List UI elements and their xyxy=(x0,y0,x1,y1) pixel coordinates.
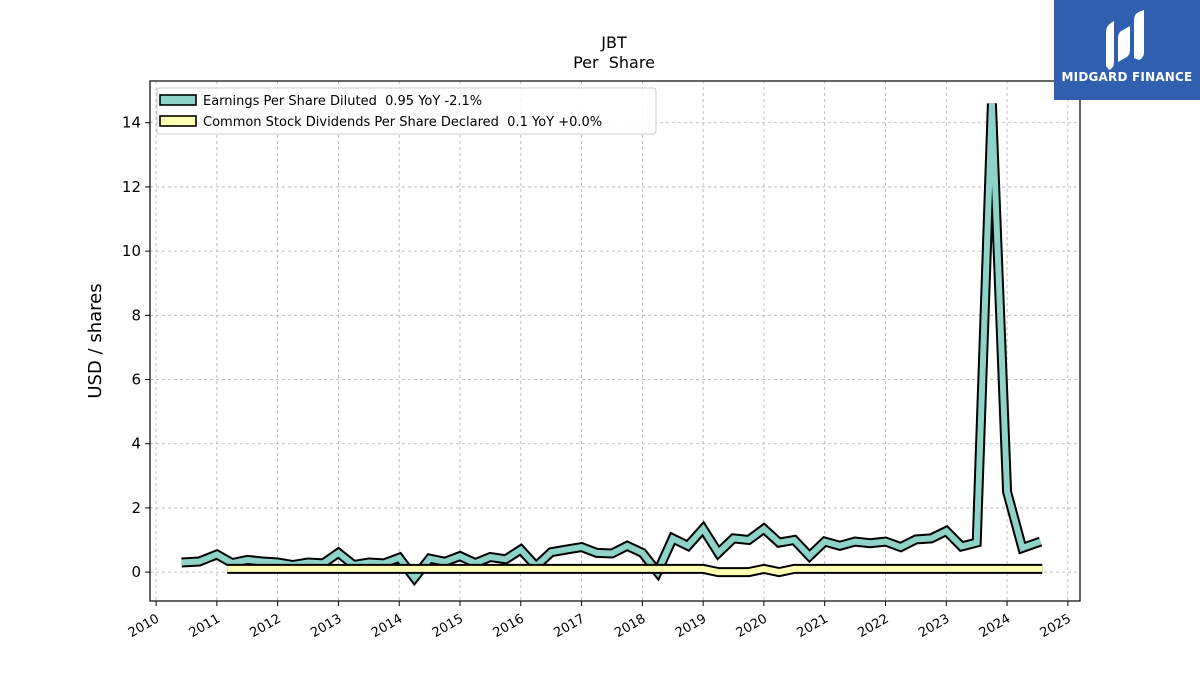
legend-swatch xyxy=(159,115,197,127)
series-line xyxy=(181,103,1042,583)
y-tick-label: 0 xyxy=(131,563,141,581)
legend-label: Earnings Per Share Diluted 0.95 YoY -2.1… xyxy=(203,94,482,109)
x-tick-label: 2016 xyxy=(491,611,527,641)
x-tick-label: 2015 xyxy=(430,611,466,641)
plot-frame xyxy=(149,80,1081,602)
series-outline xyxy=(181,103,1043,587)
x-tick-label: 2023 xyxy=(916,611,952,641)
x-tick-label: 2010 xyxy=(126,611,162,641)
x-tick-label: 2020 xyxy=(734,611,770,641)
x-tick-label: 2011 xyxy=(187,611,223,641)
x-tick-label: 2021 xyxy=(795,611,831,641)
x-tick-label: 2017 xyxy=(551,611,587,641)
y-tick-label: 12 xyxy=(122,178,141,196)
series-lines xyxy=(181,103,1043,587)
legend: Earnings Per Share Diluted 0.95 YoY -2.1… xyxy=(156,87,657,135)
legend-label: Common Stock Dividends Per Share Declare… xyxy=(203,115,602,130)
y-axis-label: USD / shares xyxy=(85,283,106,398)
legend-swatch xyxy=(159,94,197,106)
chart-title: JBT xyxy=(600,33,627,52)
x-tick-label: 2012 xyxy=(247,611,283,641)
logo-text: MIDGARD FINANCE xyxy=(1061,70,1193,84)
series-line xyxy=(227,565,1043,576)
chart-subtitle: Per Share xyxy=(573,53,655,72)
grid-lines xyxy=(150,81,1080,601)
x-tick-label: 2024 xyxy=(977,611,1013,641)
y-tick-label: 4 xyxy=(131,435,141,453)
x-tick-label: 2018 xyxy=(612,611,648,641)
y-tick-label: 6 xyxy=(131,371,141,389)
logo-mark-icon xyxy=(1106,10,1144,70)
x-tick-label: 2025 xyxy=(1038,611,1074,641)
x-tick-label: 2019 xyxy=(673,611,709,641)
y-tick-label: 14 xyxy=(122,114,141,132)
x-tick-label: 2022 xyxy=(855,611,891,641)
y-tick-label: 2 xyxy=(131,499,141,517)
legend-box xyxy=(156,87,657,135)
midgard-finance-logo: MIDGARD FINANCE xyxy=(1054,0,1200,100)
x-tick-label: 2013 xyxy=(308,611,344,641)
x-tick-label: 2014 xyxy=(369,611,405,641)
y-tick-label: 8 xyxy=(131,306,141,324)
y-tick-label: 10 xyxy=(122,242,141,260)
